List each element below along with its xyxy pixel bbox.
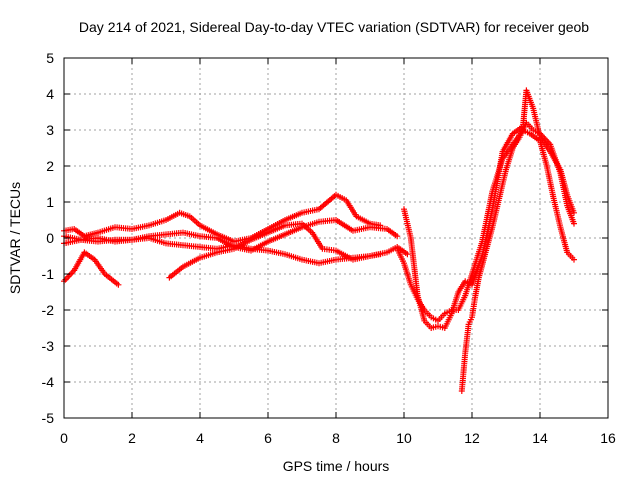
data-point — [115, 281, 122, 288]
y-tick-label: -5 — [42, 410, 55, 426]
y-tick-label: -2 — [42, 302, 55, 318]
data-point — [571, 209, 577, 216]
y-tick-label: 0 — [46, 230, 54, 246]
y-axis-label: SDTVAR / TECUs — [7, 182, 23, 294]
y-tick-label: 1 — [46, 194, 54, 210]
y-tick-label: -3 — [42, 338, 55, 354]
series-track-6 — [394, 127, 577, 324]
series-track-5 — [166, 220, 411, 281]
x-tick-label: 2 — [128, 430, 136, 446]
x-tick-label: 14 — [532, 430, 548, 446]
grid-lines — [64, 58, 608, 418]
series-track-8 — [458, 119, 577, 394]
x-tick-label: 0 — [60, 430, 68, 446]
data-point — [571, 220, 577, 227]
x-axis-ticks: 0 2 4 6 8 10 12 14 16 — [60, 58, 616, 446]
x-tick-label: 12 — [464, 430, 480, 446]
data-point — [404, 251, 411, 258]
data-point — [571, 256, 577, 263]
x-tick-label: 4 — [196, 430, 204, 446]
y-axis-ticks: -5 -4 -3 -2 -1 0 1 2 3 4 5 — [42, 50, 608, 426]
y-tick-label: -1 — [42, 266, 55, 282]
x-tick-label: 8 — [332, 430, 340, 446]
x-axis-label: GPS time / hours — [283, 458, 390, 474]
series-track-4 — [61, 217, 401, 254]
y-tick-label: 5 — [46, 50, 54, 66]
chart-title: Day 214 of 2021, Sidereal Day-to-day VTE… — [79, 19, 589, 35]
y-tick-label: -4 — [42, 374, 55, 390]
data-points — [61, 87, 577, 394]
y-tick-label: 4 — [46, 86, 54, 102]
x-tick-label: 6 — [264, 430, 272, 446]
y-tick-label: 2 — [46, 158, 54, 174]
data-point — [394, 233, 401, 240]
series-track-2 — [61, 191, 384, 245]
x-tick-label: 10 — [396, 430, 412, 446]
x-tick-label: 16 — [600, 430, 616, 446]
y-tick-label: 3 — [46, 122, 54, 138]
series-track-1 — [61, 249, 122, 288]
